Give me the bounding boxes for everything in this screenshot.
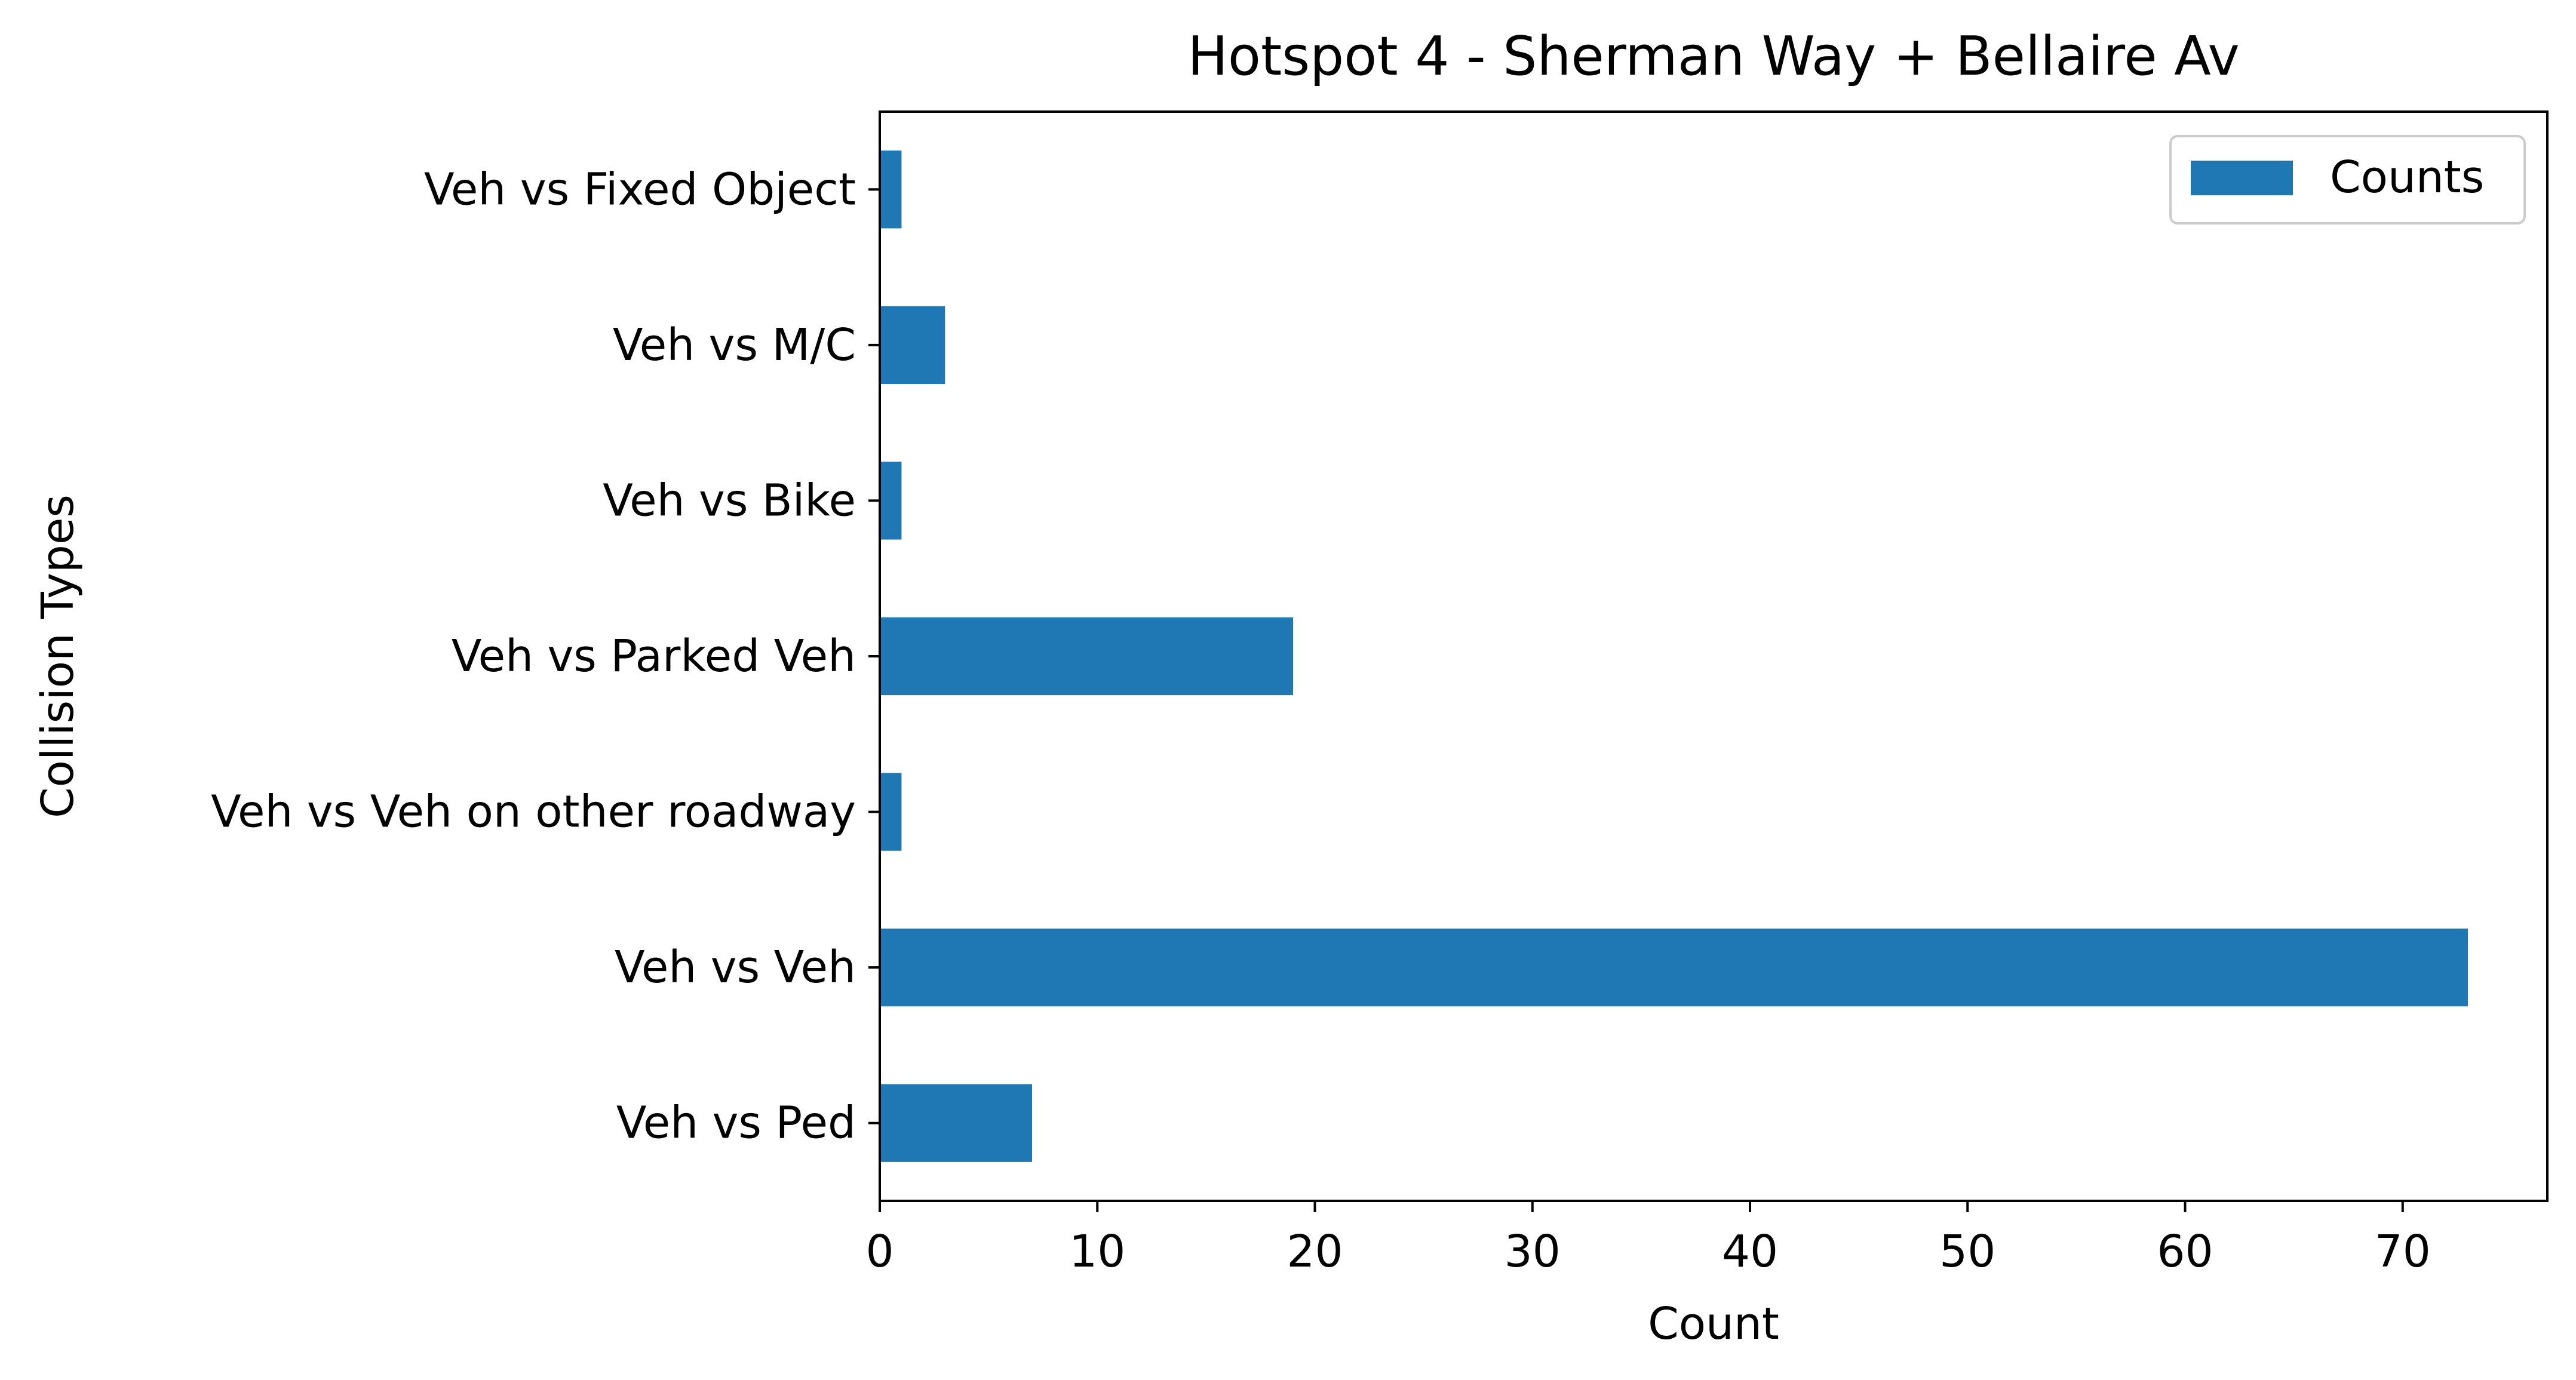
bar-veh-vs-bike <box>880 462 902 540</box>
chart-title: Hotspot 4 - Sherman Way + Bellaire Av <box>1187 25 2240 88</box>
x-tick-label: 30 <box>1505 1226 1561 1277</box>
y-tick-label: Veh vs M/C <box>613 319 856 371</box>
y-axis-title: Collision Types <box>32 494 84 818</box>
legend: Counts <box>2169 135 2526 225</box>
bar-veh-vs-fixed-object <box>880 150 902 229</box>
y-tick-label: Veh vs Veh <box>615 942 856 993</box>
bar-veh-vs-m-c <box>880 306 945 384</box>
y-tick-label: Veh vs Fixed Object <box>424 164 856 215</box>
x-tick-label: 40 <box>1722 1226 1778 1277</box>
bar-veh-vs-veh <box>880 929 2468 1007</box>
y-tick-label: Veh vs Ped <box>616 1098 856 1149</box>
bars-group <box>880 150 2468 1162</box>
y-axis-ticks: Veh vs Fixed Object Veh vs M/C Veh vs Bike… <box>211 164 880 1149</box>
y-tick-label: Veh vs Veh on other roadway <box>211 786 856 838</box>
x-tick-label: 20 <box>1287 1226 1343 1277</box>
x-tick-label: 70 <box>2375 1226 2431 1277</box>
y-tick-label: Veh vs Bike <box>603 475 856 526</box>
legend-swatch <box>2191 161 2293 195</box>
bar-veh-vs-veh-on-other-roadway <box>880 773 902 851</box>
x-tick-label: 10 <box>1069 1226 1125 1277</box>
x-tick-label: 60 <box>2157 1226 2213 1277</box>
y-tick-label: Veh vs Parked Veh <box>452 631 856 682</box>
legend-box <box>2169 135 2526 225</box>
x-tick-label: 50 <box>1939 1226 1995 1277</box>
x-axis-ticks: 0 10 20 30 40 50 60 70 <box>865 1201 2431 1277</box>
x-axis-title: Count <box>1648 1298 1779 1350</box>
x-tick-label: 0 <box>865 1226 894 1277</box>
bar-veh-vs-parked-veh <box>880 617 1294 696</box>
legend-label-counts: Counts <box>2330 152 2484 203</box>
bar-veh-vs-ped <box>880 1084 1032 1162</box>
plot-area-frame <box>879 110 2549 1202</box>
